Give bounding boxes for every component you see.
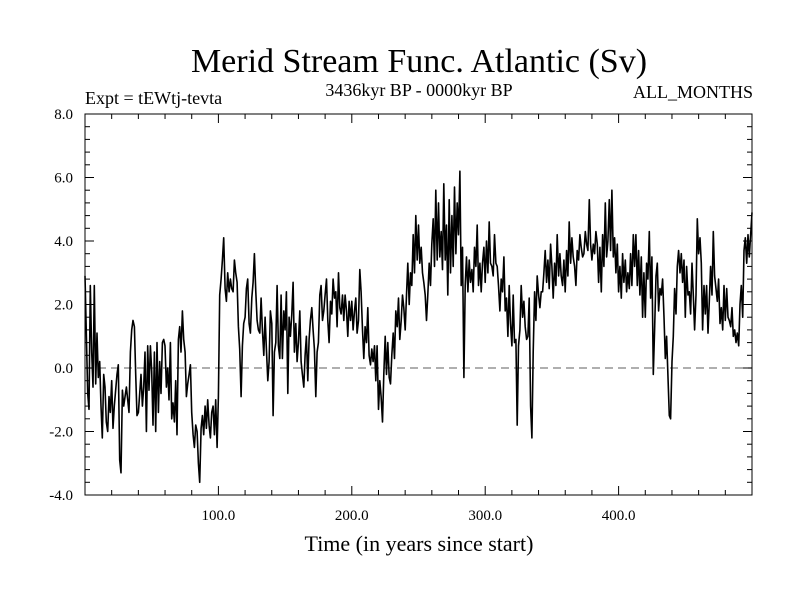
y-tick-labels: -4.0 -2.0 0.0 2.0 4.0 6.0 8.0 — [49, 107, 73, 504]
chart-subtitle-center: 3436kyr BP - 0000kyr BP — [325, 80, 512, 100]
x-tick-label: 300.0 — [468, 508, 502, 524]
x-tick-labels: 100.0 200.0 300.0 400.0 — [202, 508, 636, 524]
y-tick-label: 8.0 — [54, 107, 73, 123]
plot-frame — [84, 113, 753, 496]
chart-subtitle-right: ALL_MONTHS — [633, 82, 753, 102]
y-tick-label: -4.0 — [49, 488, 73, 504]
x-tick-label: 100.0 — [202, 508, 236, 524]
y-tick-label: 2.0 — [54, 298, 73, 314]
series-line — [84, 170, 753, 484]
x-tick-label: 400.0 — [602, 508, 636, 524]
chart-title: Merid Stream Func. Atlantic (Sv) — [191, 43, 647, 80]
chart-subtitle-left: Expt = tEWtj-tevta — [85, 88, 222, 108]
y-tick-label: -2.0 — [49, 425, 73, 441]
y-tick-label: 6.0 — [54, 171, 73, 187]
x-tick-label: 200.0 — [335, 508, 369, 524]
y-tick-label: 0.0 — [54, 361, 73, 377]
x-axis-label: Time (in years since start) — [305, 531, 534, 556]
y-tick-label: 4.0 — [54, 234, 73, 250]
